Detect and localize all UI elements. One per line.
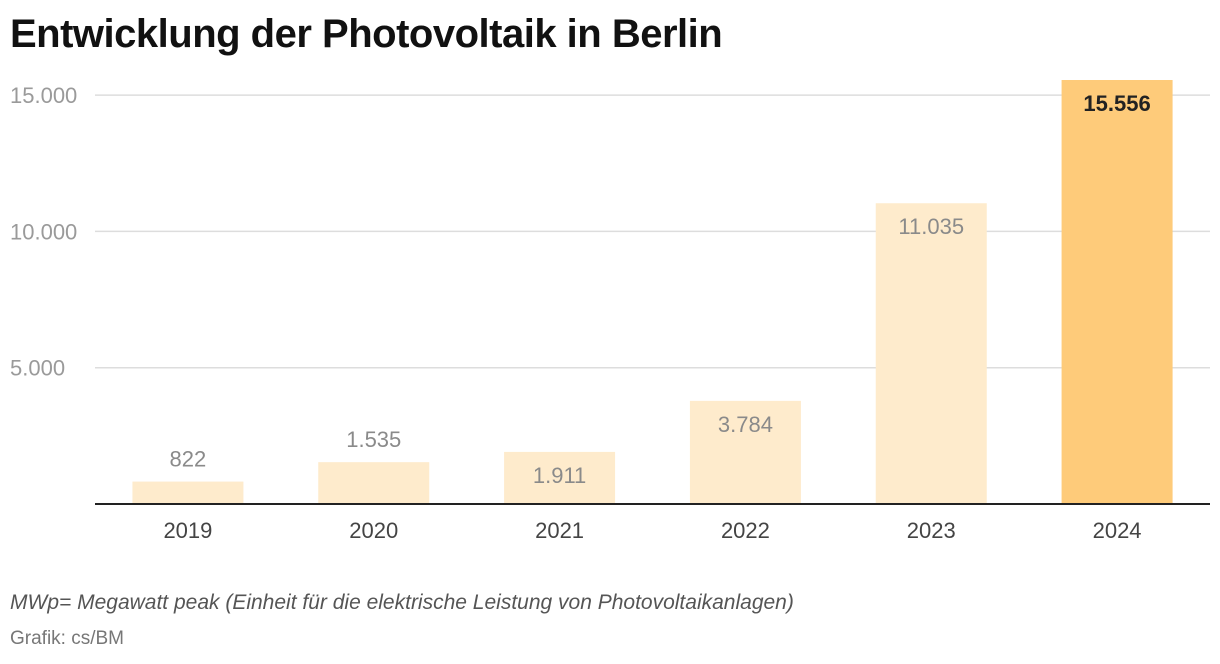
chart-title: Entwicklung der Photovoltaik in Berlin [10,12,723,56]
x-tick-label: 2023 [907,518,956,543]
x-tick-label: 2021 [535,518,584,543]
value-label: 822 [170,447,207,472]
bar-2019 [132,481,244,504]
bar-2021 [504,451,616,504]
labels: 5.000 10.000 15.000 822 2019 1.535 2020 1.911 20… [10,83,1151,543]
bars [95,80,1210,505]
bar-2020 [318,462,430,504]
x-tick-label: 2020 [349,518,398,543]
value-label: 3.784 [718,412,773,437]
gridlines [95,94,1210,369]
value-label: 15.556 [1083,91,1150,116]
bar-2024 [1061,80,1173,504]
x-tick-label: 2019 [163,518,212,543]
y-tick-label: 10.000 [10,219,77,244]
x-tick-label: 2024 [1093,518,1142,543]
footnote: MWp= Megawatt peak (Einheit für die elek… [10,591,794,614]
y-tick-label: 5.000 [10,356,65,381]
bar-2022 [689,400,801,504]
value-label: 11.035 [898,214,964,239]
source-credit: Grafik: cs/BM [10,628,125,649]
y-tick-label: 15.000 [10,83,77,108]
x-tick-label: 2022 [721,518,770,543]
value-label: 1.535 [346,427,401,452]
bar-2023 [875,203,987,505]
value-label: 1.911 [533,463,586,488]
